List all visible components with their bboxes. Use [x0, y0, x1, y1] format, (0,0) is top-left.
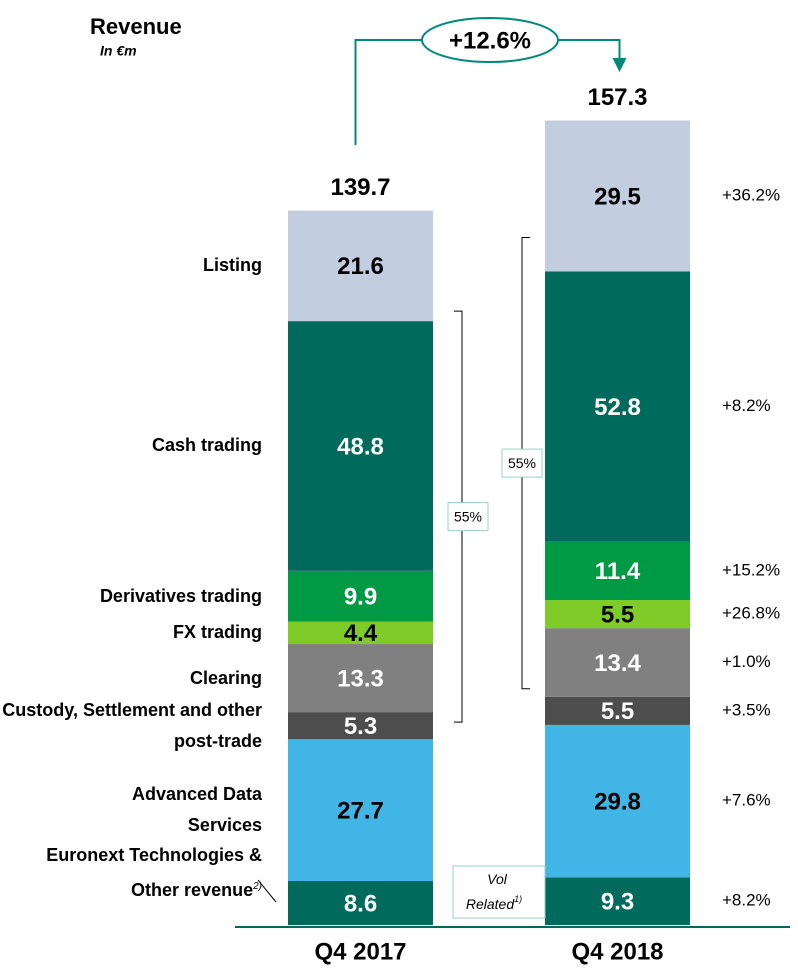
bar-segment: [545, 600, 690, 629]
footnote-pointer: [257, 879, 277, 903]
chart-title: Revenue: [90, 14, 182, 39]
change-label: +1.0%: [722, 652, 771, 671]
annotation-box: [452, 865, 546, 919]
series-label: Advanced Data Services: [87, 779, 262, 841]
segment-label: 29.8: [594, 788, 641, 815]
bracket-label: 55%: [454, 508, 482, 524]
bar-segment: [545, 724, 690, 878]
segment-label: 52.8: [594, 394, 641, 421]
footnote: 2): [253, 880, 262, 892]
bracket-box: [447, 502, 489, 532]
bar-segment: [545, 271, 690, 542]
bar-segment: [545, 877, 690, 925]
segment-label: 9.3: [601, 889, 634, 916]
change-label: +26.8%: [722, 604, 780, 623]
x-tick-label: Q4 2018: [571, 938, 663, 965]
series-label: Cash trading: [62, 430, 262, 461]
annotation-line: Vol: [487, 871, 508, 887]
bar-segment: [545, 628, 690, 697]
x-tick-label: Q4 2017: [314, 938, 406, 965]
bar-segment: [545, 696, 690, 725]
segment-label: 5.5: [601, 601, 634, 628]
segment-label: 11.4: [595, 558, 641, 585]
chart-subtitle: In €m: [100, 43, 137, 59]
change-label: +8.2%: [722, 891, 771, 910]
bar-segment: [545, 541, 690, 601]
change-label: +7.6%: [722, 791, 771, 810]
bar-segment: [288, 644, 433, 713]
series-name: Cash trading: [151, 435, 262, 456]
segment-label: 13.4: [594, 650, 641, 677]
series-name: Derivatives trading: [99, 585, 262, 606]
bar-segment: [288, 880, 433, 925]
series-label: Custody, Settlement and other post-trade: [0, 695, 262, 757]
bracket-label: 55%: [508, 455, 536, 471]
segment-label: 5.3: [344, 713, 377, 740]
series-name: Euronext Technologies & Other revenue: [46, 844, 262, 900]
bar-segment: [545, 120, 690, 272]
series-label: Listing: [62, 250, 262, 281]
growth-label: +12.6%: [449, 27, 531, 54]
segment-label: 5.5: [601, 698, 634, 725]
annotation-note: 1): [514, 894, 522, 904]
series-name: Advanced Data Services: [131, 784, 262, 836]
segment-label: 27.7: [337, 797, 384, 824]
change-label: +3.5%: [722, 700, 771, 719]
bar-segment: [288, 712, 433, 740]
segment-label: 8.6: [344, 890, 377, 917]
change-label: +36.2%: [722, 185, 780, 204]
series-name: Clearing: [189, 667, 262, 688]
total-label: 157.3: [587, 84, 647, 111]
series-name: Listing: [203, 255, 262, 276]
bracket-box: [501, 448, 543, 478]
segment-label: 4.4: [344, 620, 378, 647]
change-label: +8.2%: [722, 396, 771, 415]
segment-label: 13.3: [337, 665, 384, 692]
annotation-line: Related: [466, 896, 515, 912]
total-label: 139.7: [330, 174, 390, 201]
bar-segment: [288, 321, 433, 571]
change-label: +15.2%: [722, 560, 780, 579]
arrow-head: [612, 58, 627, 72]
series-label: Euronext Technologies & Other revenue2): [4, 840, 262, 906]
growth-oval: [421, 17, 559, 63]
segment-label: 29.5: [594, 183, 641, 210]
annotation: Vol Related1): [466, 871, 522, 912]
bar-segment: [288, 739, 433, 881]
series-name: Custody, Settlement and other post-trade: [2, 699, 262, 751]
series-label: Clearing: [62, 663, 262, 694]
series-name: FX trading: [173, 622, 262, 643]
bar-segment: [288, 621, 433, 645]
bar-segment: [288, 570, 433, 622]
bar-segment: [288, 210, 433, 322]
segment-label: 21.6: [337, 253, 384, 280]
segment-label: 48.8: [337, 433, 384, 460]
segment-label: 9.9: [344, 584, 377, 611]
series-label: FX trading: [62, 617, 262, 648]
series-label: Derivatives trading: [2, 581, 262, 612]
